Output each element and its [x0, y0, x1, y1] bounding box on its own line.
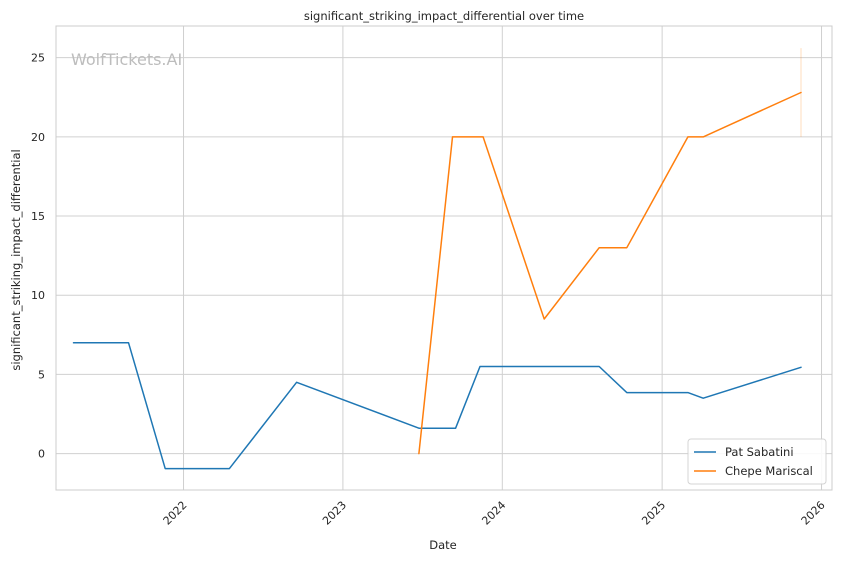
x-tick-label: 2022 — [161, 499, 190, 528]
watermark-text: WolfTickets.AI — [71, 50, 182, 69]
legend: Pat Sabatini Chepe Mariscal — [687, 438, 827, 485]
series-layer — [72, 91, 802, 470]
grid — [56, 26, 832, 490]
series-line-1 — [72, 341, 802, 470]
legend-label-series-2: Chepe Mariscal — [725, 464, 813, 478]
x-tick-labels: 2022 2023 2024 2025 2026 — [161, 499, 828, 528]
y-tick-label: 15 — [31, 210, 45, 223]
legend-label-series-1: Pat Sabatini — [725, 445, 794, 459]
chart-title: significant_striking_impact_differential… — [304, 9, 584, 23]
y-tick-label: 25 — [31, 52, 45, 65]
y-axis-label: significant_striking_impact_differential — [9, 149, 23, 370]
plot-frame — [55, 25, 833, 491]
x-tick-label: 2024 — [479, 499, 508, 528]
y-tick-label: 20 — [31, 131, 45, 144]
y-tick-label: 5 — [38, 368, 45, 381]
y-tick-labels: 0 5 10 15 20 25 — [31, 52, 45, 461]
x-axis-label: Date — [429, 538, 457, 552]
x-tick-label: 2026 — [799, 499, 828, 528]
x-tick-label: 2025 — [639, 499, 668, 528]
y-tick-label: 0 — [38, 448, 45, 461]
x-tick-label: 2023 — [320, 499, 349, 528]
y-tick-label: 10 — [31, 289, 45, 302]
series-line-2 — [418, 91, 802, 455]
legend-box — [687, 438, 827, 485]
